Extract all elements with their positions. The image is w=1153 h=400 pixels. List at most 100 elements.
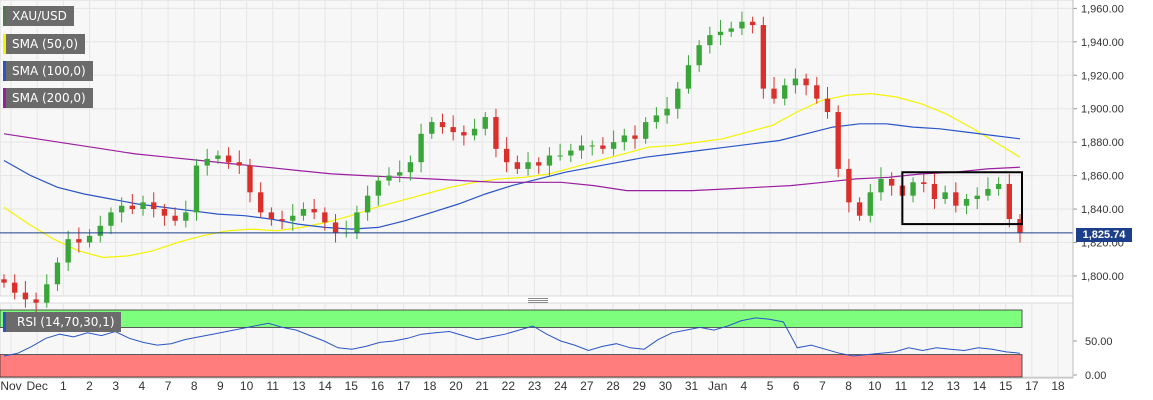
candle-body — [493, 117, 499, 149]
candle-body — [1, 279, 7, 283]
legend-item-sma-50[interactable]: SMA (50,0) — [3, 34, 86, 54]
candle-body — [12, 282, 18, 293]
candle-body — [525, 162, 531, 169]
candle-body — [258, 192, 264, 213]
x-tick-label: 10 — [868, 379, 882, 393]
candle-body — [439, 122, 446, 128]
legend-item-sma-100[interactable]: SMA (100,0) — [3, 61, 93, 81]
candle-body — [33, 299, 39, 303]
x-tick-label: 16 — [371, 379, 385, 393]
y-tick-label: 1,960.00 — [1081, 3, 1124, 15]
x-tick-label: 18 — [423, 379, 437, 393]
candle-body — [717, 31, 724, 36]
candle-body — [279, 219, 285, 221]
x-tick-label: 14 — [973, 379, 987, 393]
x-tick-label: 14 — [318, 379, 332, 393]
candle-body — [632, 135, 638, 139]
y-tick-label: 1,800.00 — [1081, 271, 1124, 283]
rsi-overbought-zone — [0, 309, 1023, 328]
x-tick-label: 24 — [554, 379, 568, 393]
legend-label: SMA (100,0) — [12, 64, 86, 78]
candle-body — [803, 78, 809, 86]
candle-body — [878, 178, 884, 193]
candle-body — [985, 188, 991, 196]
candle-body — [450, 127, 456, 133]
candle-body — [86, 235, 93, 243]
legend-label: SMA (200,0) — [12, 91, 86, 105]
candle-body — [65, 239, 71, 263]
legend-item-xauusd[interactable]: XAU/USD — [3, 6, 74, 26]
x-tick-label: 2 — [86, 379, 93, 393]
x-tick-label: Dec — [27, 379, 48, 393]
candle-body — [108, 212, 114, 226]
last-price-tag: 1,825.74 — [1076, 228, 1132, 242]
candle-body — [771, 88, 777, 99]
candle-body — [300, 209, 307, 216]
candle-body — [643, 122, 649, 139]
candle-body — [1017, 219, 1023, 233]
candle-body — [407, 162, 414, 173]
candle-body — [696, 45, 702, 66]
candle-body — [97, 225, 103, 236]
candle-body — [910, 182, 916, 196]
x-tick-label: 17 — [1025, 379, 1039, 393]
x-tick-label: 11 — [267, 379, 280, 393]
rsi-y-tick-label: 0.00 — [1085, 370, 1106, 382]
x-tick-label: 6 — [793, 379, 800, 393]
candle-body — [589, 145, 595, 147]
candle-body — [503, 148, 510, 163]
candle-body — [247, 165, 253, 193]
candle-body — [482, 117, 488, 129]
candle-body — [268, 212, 275, 220]
rsi-zones — [0, 309, 1023, 378]
pane-resize-handle[interactable] — [528, 298, 548, 304]
candle-body — [546, 155, 553, 166]
candle-body — [204, 158, 210, 166]
rsi-line-path — [3, 317, 1021, 357]
candle-body — [707, 35, 713, 46]
x-tick-label: 15 — [999, 379, 1013, 393]
x-tick-label: 27 — [580, 379, 594, 393]
range-box — [901, 171, 1024, 226]
candle-body — [814, 85, 820, 99]
candle-body — [236, 162, 242, 166]
rsi-legend-item[interactable]: RSI (14,70,30,1) — [3, 312, 121, 332]
candle-body — [749, 21, 756, 26]
candle-body — [161, 209, 168, 216]
x-tick-label: 29 — [633, 379, 647, 393]
x-tick-label: 11 — [895, 379, 908, 393]
candle-body — [183, 212, 189, 221]
x-tick-label: 12 — [920, 379, 934, 393]
candle-body — [942, 192, 948, 200]
x-tick-label: 9 — [217, 379, 224, 393]
candle-body — [782, 85, 788, 99]
candle-body — [610, 142, 617, 149]
candle-body — [675, 88, 681, 109]
y-tick-label: 1,900.00 — [1081, 104, 1124, 116]
rsi-label: RSI (14,70,30,1) — [17, 315, 115, 329]
x-tick-label: 13 — [292, 379, 306, 393]
x-tick-label: 20 — [449, 379, 463, 393]
legend-item-sma-200[interactable]: SMA (200,0) — [3, 88, 93, 108]
candle-body — [386, 175, 392, 181]
x-tick-label: 13 — [947, 379, 961, 393]
x-tick-label: 10 — [240, 379, 254, 393]
candle-body — [578, 145, 585, 151]
candle-body — [835, 112, 841, 169]
candle-body — [322, 212, 328, 223]
candle-body — [653, 115, 660, 123]
y-tick-label: 1,940.00 — [1081, 37, 1124, 49]
legend-swatch — [3, 88, 6, 108]
candle-body — [600, 145, 606, 149]
candle-body — [364, 195, 371, 213]
main-panel-bg — [0, 0, 1074, 297]
candle-body — [728, 28, 734, 32]
legend-swatch — [3, 6, 6, 26]
x-tick-label: 18 — [1051, 379, 1065, 393]
candle-body — [215, 155, 221, 159]
x-tick-label: 21 — [475, 379, 489, 393]
candle-body — [76, 239, 82, 243]
candle-body — [760, 25, 766, 89]
legend-label: SMA (50,0) — [12, 37, 79, 51]
x-tick-label: 17 — [397, 379, 411, 393]
